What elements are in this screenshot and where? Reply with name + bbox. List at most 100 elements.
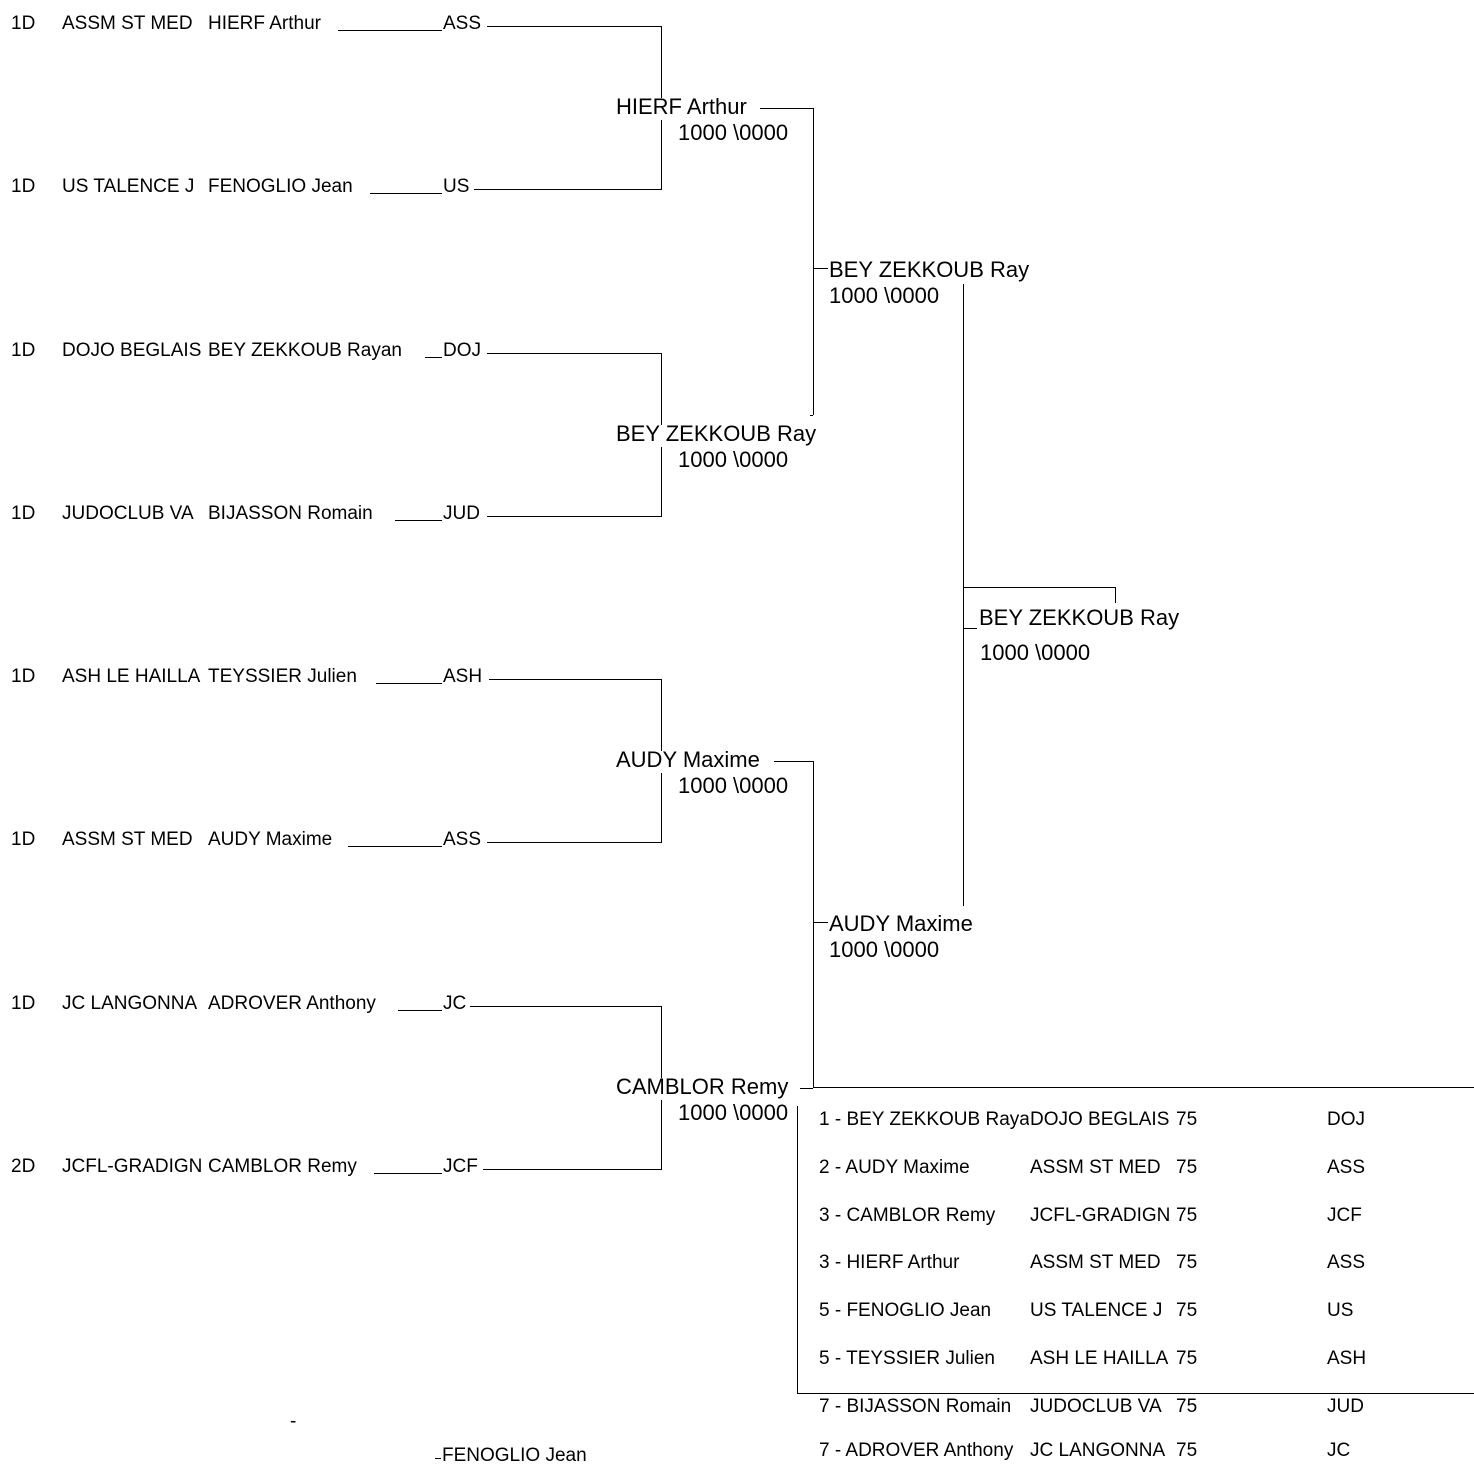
entry-line (395, 520, 442, 521)
results-border-left (797, 1106, 798, 1394)
bracket-line (661, 353, 662, 425)
bracket-line (810, 415, 813, 416)
result-weight: 75 (1176, 1300, 1198, 1321)
entry-name: HIERF Arthur (208, 13, 321, 34)
entry-grade: 1D (11, 829, 36, 850)
bracket-line (661, 679, 662, 751)
result-weight: 75 (1176, 1348, 1198, 1369)
bracket-line (813, 108, 814, 415)
bracket-line (963, 284, 964, 906)
footer-dash: - (290, 1411, 297, 1432)
result-club: DOJO BEGLAIS (1030, 1110, 1170, 1129)
final-score: 1000 \0000 (980, 640, 1091, 665)
entry-grade: 1D (11, 666, 36, 687)
entry-code: JCF (443, 1156, 478, 1177)
entry-code: ASH (443, 666, 483, 687)
results-border-bottom (797, 1393, 1474, 1394)
entry-club: ASH LE HAILLA (62, 667, 201, 686)
semi-score: 1000 \0000 (829, 937, 940, 962)
result-code: ASS (1327, 1252, 1366, 1273)
round2-winner: BEY ZEKKOUB Ray (616, 421, 817, 446)
result-club: JUDOCLUB VA (1030, 1397, 1162, 1416)
entry-line (370, 193, 442, 194)
result-code: DOJ (1327, 1109, 1365, 1130)
entry-name: BEY ZEKKOUB Rayan (208, 340, 402, 361)
round2-score: 1000 \0000 (678, 1100, 789, 1125)
result-club: US TALENCE J (1030, 1301, 1163, 1320)
result-code: ASS (1327, 1157, 1366, 1178)
bracket-line (487, 26, 662, 27)
entry-name: TEYSSIER Julien (208, 666, 357, 687)
entry-grade: 1D (11, 993, 36, 1014)
result-rank: 5 - TEYSSIER Julien (819, 1349, 996, 1368)
bracket-line (487, 353, 662, 354)
entry-code: ASS (443, 13, 482, 34)
bracket-line (474, 189, 662, 190)
entry-line (398, 1010, 442, 1011)
bracket-line (483, 1169, 662, 1170)
entry-club: ASSM ST MED (62, 14, 193, 33)
semi-winner: AUDY Maxime (829, 911, 973, 936)
result-club: JC LANGONNA (1030, 1441, 1166, 1460)
result-rank: 7 - ADROVER Anthony (819, 1441, 1014, 1460)
bracket-line (963, 587, 1115, 588)
result-club: ASSM ST MED (1030, 1158, 1161, 1177)
bracket-line (661, 1006, 662, 1078)
entry-line (338, 30, 442, 31)
bracket-line (813, 268, 828, 269)
entry-name: CAMBLOR Remy (208, 1156, 357, 1177)
entry-club: DOJO BEGLAIS (62, 341, 202, 360)
entry-grade: 1D (11, 503, 36, 524)
bracket-line (800, 1088, 813, 1089)
result-club: ASH LE HAILLA (1030, 1349, 1169, 1368)
footer-name: FENOGLIO Jean (442, 1445, 587, 1466)
entry-code: US (443, 176, 470, 197)
entry-line (376, 683, 442, 684)
entry-name: BIJASSON Romain (208, 503, 373, 524)
bracket-line (661, 1100, 662, 1170)
result-code: US (1327, 1300, 1354, 1321)
round2-score: 1000 \0000 (678, 447, 789, 472)
entry-club: JUDOCLUB VA (62, 504, 194, 523)
entry-code: JC (443, 993, 467, 1014)
result-weight: 75 (1176, 1157, 1198, 1178)
bracket-line (813, 761, 814, 1088)
entry-line (425, 357, 442, 358)
entry-club: JC LANGONNA (62, 994, 198, 1013)
semi-winner: BEY ZEKKOUB Ray (829, 257, 1030, 282)
result-rank: 5 - FENOGLIO Jean (819, 1301, 992, 1320)
entry-name: AUDY Maxime (208, 829, 333, 850)
bracket-line (760, 108, 813, 109)
entry-club: ASSM ST MED (62, 830, 193, 849)
round2-winner: CAMBLOR Remy (616, 1074, 789, 1099)
bracket-line (661, 773, 662, 843)
bracket-line (963, 628, 977, 629)
result-code: JCF (1327, 1205, 1362, 1226)
result-weight: 75 (1176, 1252, 1198, 1273)
bracket-line (489, 679, 662, 680)
result-code: JC (1327, 1440, 1351, 1461)
round2-winner: HIERF Arthur (616, 94, 747, 119)
result-club: JCFL-GRADIGN (1030, 1206, 1171, 1225)
result-rank: 3 - HIERF Arthur (819, 1253, 960, 1272)
footer-line (435, 1458, 441, 1459)
entry-line (374, 1173, 442, 1174)
bracket-line (661, 447, 662, 517)
entry-code: ASS (443, 829, 482, 850)
bracket-line (774, 761, 813, 762)
bracket-line (470, 1006, 662, 1007)
entry-name: ADROVER Anthony (208, 993, 376, 1014)
entry-grade: 1D (11, 13, 36, 34)
result-club: ASSM ST MED (1030, 1253, 1161, 1272)
entry-code: DOJ (443, 340, 481, 361)
bracket-line (661, 120, 662, 190)
entry-name: FENOGLIO Jean (208, 176, 353, 197)
bracket-line (813, 922, 828, 923)
entry-grade: 1D (11, 176, 36, 197)
semi-score: 1000 \0000 (829, 283, 940, 308)
result-weight: 75 (1176, 1440, 1198, 1461)
result-code: ASH (1327, 1348, 1367, 1369)
bracket-line (1115, 587, 1116, 603)
bracket-line (487, 516, 662, 517)
result-weight: 75 (1176, 1109, 1198, 1130)
